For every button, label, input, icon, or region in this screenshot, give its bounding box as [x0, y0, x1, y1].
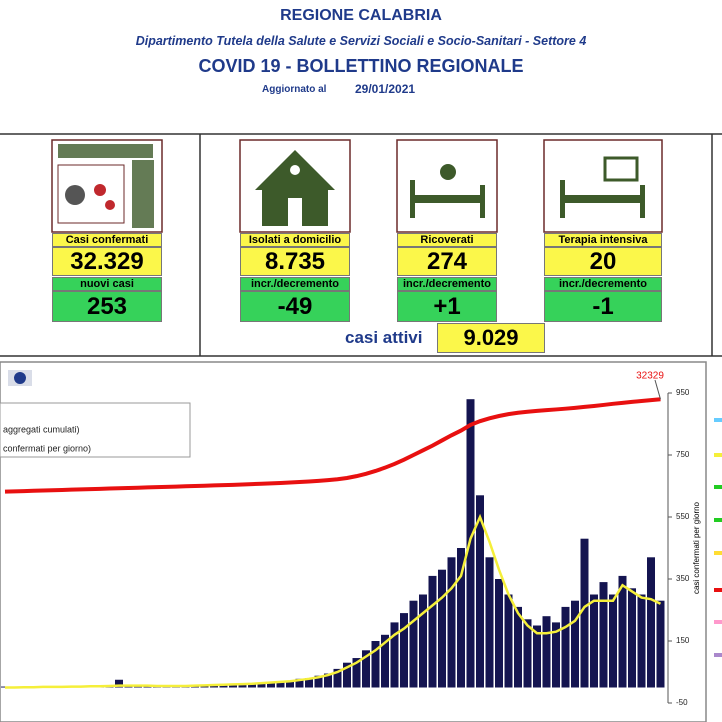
- bar: [447, 557, 456, 688]
- annotation-leader: [654, 379, 661, 400]
- bar: [238, 684, 247, 688]
- bar: [419, 594, 427, 688]
- bar: [599, 582, 608, 688]
- card-value: 20: [544, 247, 662, 276]
- active-value: 9.029: [437, 323, 545, 353]
- bar: [637, 594, 646, 688]
- bar: [400, 613, 408, 688]
- card-sub-value: -49: [240, 291, 350, 322]
- card-sub-label: incr./decremento: [544, 277, 662, 291]
- card-sub-label: incr./decremento: [240, 277, 350, 291]
- card-sub-label: nuovi casi: [52, 277, 162, 291]
- card-value: 32.329: [52, 247, 162, 276]
- bar: [390, 622, 399, 688]
- bar: [286, 680, 294, 688]
- bar: [495, 579, 503, 688]
- y-tick-label: 150: [676, 636, 690, 645]
- card-sub-label: incr./decremento: [397, 277, 497, 291]
- bar: [514, 606, 522, 688]
- line: [5, 513, 662, 689]
- y-tick-label: 950: [676, 388, 690, 397]
- bar: [647, 557, 655, 688]
- y-tick-label: -50: [676, 698, 688, 707]
- bar: [314, 675, 323, 688]
- bar: [428, 575, 437, 688]
- bar: [571, 600, 579, 688]
- bar: [504, 594, 513, 688]
- bar: [542, 616, 551, 688]
- bar: [561, 606, 570, 688]
- bar: [485, 557, 494, 688]
- bar: [409, 600, 418, 688]
- y-tick-label: 550: [676, 512, 690, 521]
- bar: [324, 673, 332, 688]
- bar: [590, 594, 598, 688]
- title: COVID 19 - BOLLETTINO REGIONALE: [198, 56, 524, 76]
- card-sub-value: 253: [52, 291, 162, 322]
- bar: [295, 678, 304, 688]
- y-axis-label: casi confermati per giorno: [692, 501, 701, 594]
- bar: [210, 685, 218, 688]
- bar: [333, 668, 342, 688]
- bar: [609, 594, 617, 688]
- bar: [476, 495, 484, 688]
- card-label: Casi confermati: [52, 233, 162, 247]
- card-sub-value: +1: [397, 291, 497, 322]
- bar: [371, 641, 380, 688]
- bar: [343, 662, 351, 688]
- bar: [533, 625, 541, 688]
- bar: [305, 678, 313, 688]
- active-label: casi attivi: [345, 328, 423, 347]
- bar: [248, 683, 256, 688]
- legend-label: aggregati cumulati): [3, 424, 80, 434]
- annotation: 32329: [636, 371, 664, 382]
- card-sub-value: -1: [544, 291, 662, 322]
- bar: [257, 682, 266, 688]
- bar: [362, 650, 370, 688]
- card-label: Isolati a domicilio: [240, 233, 350, 247]
- bar: [523, 619, 532, 688]
- bar: [656, 600, 665, 688]
- card-value: 8.735: [240, 247, 350, 276]
- bar: [457, 548, 465, 688]
- bar: [580, 538, 589, 688]
- line: [4, 397, 661, 494]
- bar: [267, 681, 275, 688]
- bar: [438, 569, 446, 688]
- region: REGIONE CALABRIA: [280, 7, 442, 24]
- updated-label: Aggiornato al: [262, 84, 327, 95]
- bar: [628, 588, 636, 688]
- bar: [618, 575, 627, 688]
- y-tick-label: 350: [676, 574, 690, 583]
- card-value: 274: [397, 247, 497, 276]
- bar: [352, 658, 361, 688]
- y-tick-label: 750: [676, 450, 690, 459]
- card-label: Terapia intensiva: [544, 233, 662, 247]
- bar: [276, 682, 285, 688]
- card-label: Ricoverati: [397, 233, 497, 247]
- bar: [115, 679, 123, 688]
- department: Dipartimento Tutela della Salute e Servi…: [135, 34, 587, 48]
- bar: [381, 634, 389, 688]
- bar: [552, 622, 560, 688]
- updated-date: 29/01/2021: [355, 82, 416, 96]
- legend-label: confermati per giorno): [3, 443, 91, 453]
